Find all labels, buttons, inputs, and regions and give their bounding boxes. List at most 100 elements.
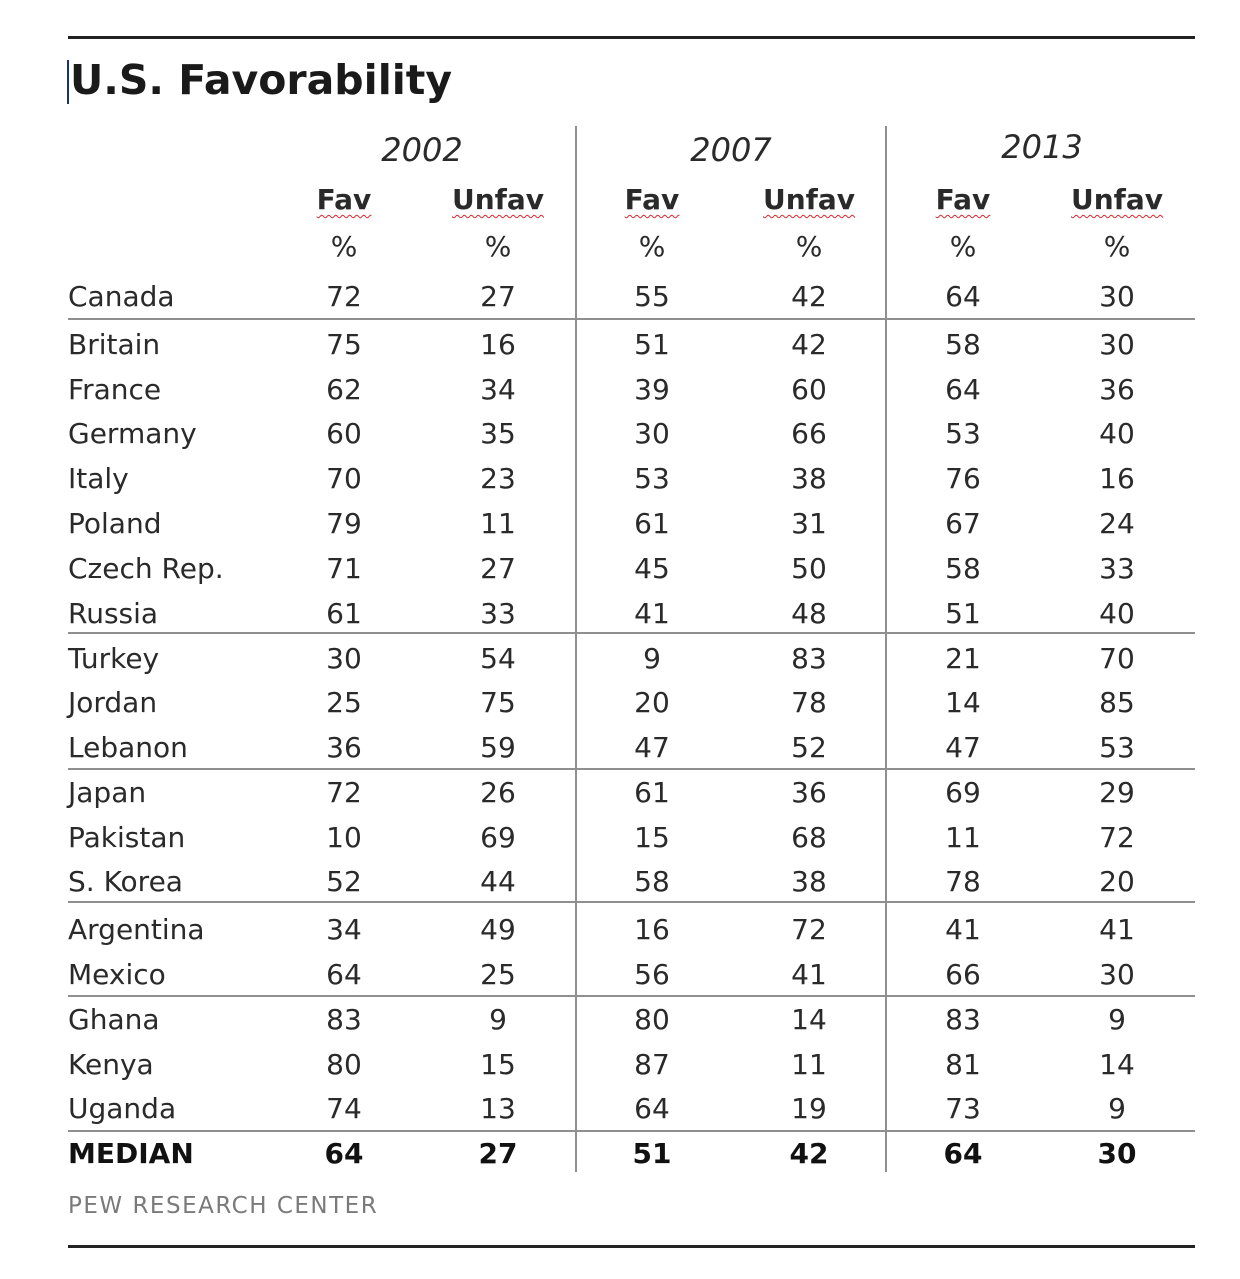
table-cell: 15 [634, 821, 670, 854]
country-name: Britain [68, 328, 161, 361]
table-cell: 33 [1099, 552, 1135, 585]
table-cell: 62 [326, 373, 362, 406]
table-cell: 19 [791, 1092, 827, 1125]
country-name: Ghana [68, 1003, 160, 1036]
table-cell: 45 [634, 552, 670, 585]
table-cell: 24 [1099, 507, 1135, 540]
country-name: Lebanon [68, 731, 188, 764]
table-cell: 14 [1099, 1048, 1135, 1081]
fav-header: Fav [316, 183, 372, 216]
table-cell: 54 [480, 642, 516, 675]
country-name: Japan [68, 776, 147, 809]
table-cell: 79 [326, 507, 362, 540]
table-cell: 30 [634, 417, 670, 450]
table-cell: 42 [791, 328, 827, 361]
table-cell: 72 [326, 776, 362, 809]
table-cell: 40 [1099, 417, 1135, 450]
table-cell: 41 [791, 958, 827, 991]
table-cell: 29 [1099, 776, 1135, 809]
table-cell: 72 [791, 913, 827, 946]
table-cell: 53 [945, 417, 981, 450]
table-cell: 33 [480, 597, 516, 630]
country-name: Turkey [68, 642, 160, 675]
group-separator [68, 995, 1195, 997]
median-label: MEDIAN [68, 1137, 194, 1170]
table-cell: 41 [945, 913, 981, 946]
country-name: Poland [68, 507, 162, 540]
table-cell: 64 [945, 373, 981, 406]
table-cell: 69 [945, 776, 981, 809]
table-cell: 67 [945, 507, 981, 540]
table-cell: 50 [791, 552, 827, 585]
table-cell: 11 [480, 507, 516, 540]
table-cell: 26 [480, 776, 516, 809]
country-name: Canada [68, 280, 175, 313]
group-separator [68, 632, 1195, 634]
table-cell: 58 [945, 552, 981, 585]
table-cell: 76 [945, 462, 981, 495]
country-name: S. Korea [68, 865, 183, 898]
group-separator [68, 901, 1195, 903]
table-cell: 16 [1099, 462, 1135, 495]
unfav-header: Unfav [452, 183, 544, 216]
table-cell: 72 [326, 280, 362, 313]
median-value: 30 [1097, 1137, 1137, 1170]
text-cursor [67, 60, 69, 104]
table-cell: 30 [1099, 280, 1135, 313]
table-cell: 80 [634, 1003, 670, 1036]
table-cell: 9 [1108, 1003, 1126, 1036]
table-cell: 56 [634, 958, 670, 991]
table-cell: 41 [634, 597, 670, 630]
bottom-rule [68, 1245, 1195, 1248]
table-cell: 83 [945, 1003, 981, 1036]
source-credit: PEW RESEARCH CENTER [68, 1193, 379, 1219]
table-cell: 9 [643, 642, 661, 675]
percent-unit: % [949, 230, 977, 263]
country-name: Germany [68, 417, 197, 450]
year-header: 2013 [1001, 128, 1083, 166]
table-cell: 53 [634, 462, 670, 495]
table-cell: 25 [326, 686, 362, 719]
table-cell: 39 [634, 373, 670, 406]
table-cell: 53 [1099, 731, 1135, 764]
table-cell: 51 [634, 328, 670, 361]
table-cell: 11 [945, 821, 981, 854]
table-cell: 52 [791, 731, 827, 764]
fav-header: Fav [624, 183, 680, 216]
column-separator [575, 126, 577, 1172]
table-cell: 42 [791, 280, 827, 313]
median-value: 51 [632, 1137, 672, 1170]
year-header: 2002 [381, 131, 463, 169]
table-cell: 21 [945, 642, 981, 675]
table-cell: 16 [634, 913, 670, 946]
table-cell: 75 [326, 328, 362, 361]
percent-unit: % [330, 230, 358, 263]
table-cell: 49 [480, 913, 516, 946]
table-cell: 34 [326, 913, 362, 946]
table-cell: 64 [326, 958, 362, 991]
table-cell: 60 [791, 373, 827, 406]
table-cell: 10 [326, 821, 362, 854]
table-cell: 16 [480, 328, 516, 361]
table-cell: 68 [791, 821, 827, 854]
country-name: Russia [68, 597, 159, 630]
country-name: Jordan [68, 686, 158, 719]
country-name: Mexico [68, 958, 166, 991]
table-cell: 36 [1099, 373, 1135, 406]
table-cell: 20 [1099, 865, 1135, 898]
percent-unit: % [795, 230, 823, 263]
country-name: Kenya [68, 1048, 154, 1081]
group-separator [68, 768, 1195, 770]
table-cell: 66 [791, 417, 827, 450]
table-cell: 58 [945, 328, 981, 361]
table-cell: 27 [480, 552, 516, 585]
table-cell: 30 [1099, 328, 1135, 361]
table-cell: 36 [326, 731, 362, 764]
table-cell: 36 [791, 776, 827, 809]
table-cell: 13 [480, 1092, 516, 1125]
table-cell: 30 [1099, 958, 1135, 991]
median-value: 64 [943, 1137, 983, 1170]
table-cell: 30 [326, 642, 362, 675]
percent-unit: % [1103, 230, 1131, 263]
group-separator [68, 318, 1195, 320]
